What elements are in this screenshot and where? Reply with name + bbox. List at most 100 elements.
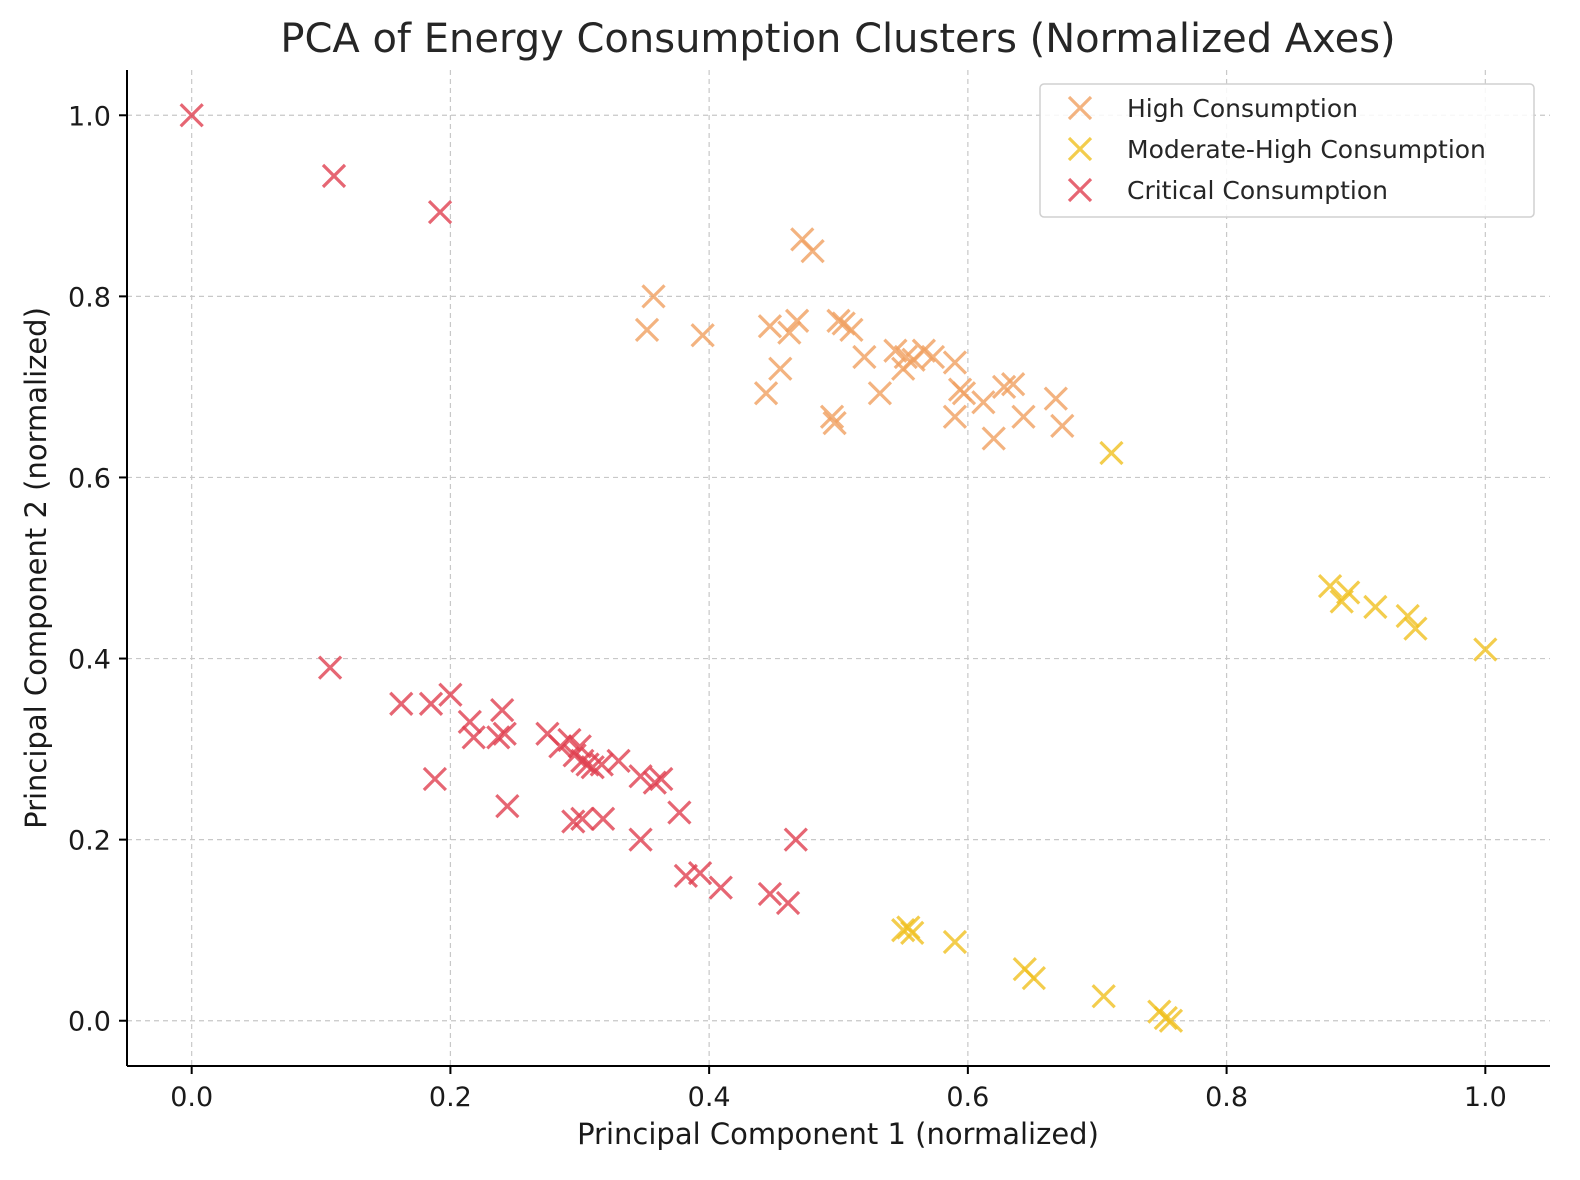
y-tick-label: 0.4 xyxy=(68,645,111,676)
data-point-x-marker xyxy=(768,356,793,381)
data-point-x-marker xyxy=(822,410,847,436)
data-point-x-marker xyxy=(1395,603,1420,629)
data-point-x-marker xyxy=(606,748,631,773)
data-point-x-marker xyxy=(580,755,605,780)
x-tick-label: 0.4 xyxy=(688,1082,731,1113)
data-point-x-marker xyxy=(642,770,667,795)
data-point-x-marker xyxy=(492,721,517,746)
axes xyxy=(126,70,1550,1067)
gridlines xyxy=(127,70,1550,1066)
data-point-x-marker xyxy=(570,806,595,831)
data-point-x-marker xyxy=(486,725,511,750)
data-point-x-marker xyxy=(438,682,463,707)
legend-label: Critical Consumption xyxy=(1127,176,1388,205)
x-tick-label: 0.6 xyxy=(946,1082,989,1113)
data-point-x-marker xyxy=(777,320,802,345)
data-point-x-marker xyxy=(1021,966,1046,991)
data-point-x-marker xyxy=(490,698,515,723)
legend-x-marker xyxy=(1067,177,1093,203)
data-point-x-marker xyxy=(321,163,347,189)
data-point-x-marker xyxy=(628,827,653,852)
data-point-x-marker xyxy=(1099,440,1124,466)
data-point-x-marker xyxy=(1317,573,1343,599)
data-point-x-marker xyxy=(708,875,733,900)
y-tick-label: 0.0 xyxy=(68,1007,111,1038)
y-tick-label: 0.6 xyxy=(68,463,111,494)
x-tick-label: 0.2 xyxy=(429,1082,472,1113)
data-point-x-marker xyxy=(783,827,808,852)
data-point-x-marker xyxy=(649,766,674,792)
data-point-x-marker xyxy=(418,691,444,716)
data-point-x-marker xyxy=(687,861,713,886)
data-point-x-marker xyxy=(1363,594,1388,620)
series-critical-consumption xyxy=(179,103,808,916)
legend-x-marker xyxy=(1067,136,1093,162)
data-point-x-marker xyxy=(1473,637,1498,662)
data-point-x-marker xyxy=(893,344,918,370)
x-tick-label: 0.0 xyxy=(170,1082,213,1113)
chart-title: PCA of Energy Consumption Clusters (Norm… xyxy=(280,16,1395,62)
data-point-x-marker xyxy=(891,918,916,943)
legend-entries: High Consumption Moderate-High Consumptio… xyxy=(1067,94,1486,205)
x-axis-title: Principal Component 1 (normalized) xyxy=(577,1117,1099,1151)
data-point-x-marker xyxy=(839,317,864,342)
data-point-x-marker xyxy=(690,323,715,348)
legend-label: Moderate-High Consumption xyxy=(1127,135,1486,164)
series-high-consumption xyxy=(634,227,1075,451)
data-point-x-marker xyxy=(867,381,893,406)
data-point-x-marker xyxy=(1043,386,1068,411)
data-point-x-marker xyxy=(317,655,343,680)
data-point-x-marker xyxy=(590,806,616,831)
data-point-x-marker xyxy=(757,314,783,339)
data-point-x-marker xyxy=(461,725,486,750)
data-point-x-marker xyxy=(673,863,698,888)
y-tick-label: 0.2 xyxy=(68,826,111,857)
data-point-x-marker xyxy=(819,404,845,429)
data-point-x-marker xyxy=(920,344,946,370)
data-point-x-marker xyxy=(389,691,414,716)
data-point-x-marker xyxy=(1011,404,1036,429)
data-point-x-marker xyxy=(775,890,801,916)
data-point-x-marker xyxy=(753,381,779,406)
data-point-x-marker xyxy=(757,881,783,907)
data-point-x-marker xyxy=(1153,1005,1178,1031)
data-point-x-marker xyxy=(422,766,448,792)
data-point-x-marker xyxy=(784,308,810,333)
x-tick-label: 1.0 xyxy=(1464,1082,1507,1113)
data-point-x-marker xyxy=(981,426,1006,451)
data-point-x-marker xyxy=(942,929,968,955)
data-point-x-marker xyxy=(971,390,996,415)
data-point-x-marker xyxy=(457,709,482,735)
data-point-x-marker xyxy=(667,800,692,825)
data-point-x-marker xyxy=(179,103,204,128)
legend: High Consumption Moderate-High Consumptio… xyxy=(1039,83,1535,218)
y-axis-title: Principal Component 2 (normalized) xyxy=(19,307,53,829)
legend-x-marker xyxy=(1067,95,1093,121)
data-point-x-marker xyxy=(427,200,453,225)
y-tick-label: 0.8 xyxy=(68,282,111,313)
x-tick-label: 0.8 xyxy=(1205,1082,1248,1113)
data-point-x-marker xyxy=(567,734,592,759)
data-point-x-marker xyxy=(826,308,851,333)
y-tick-label: 1.0 xyxy=(68,101,111,132)
data-point-x-marker xyxy=(628,764,653,789)
x-ticks: 0.0 0.2 0.4 0.6 0.8 1.0 xyxy=(170,1066,1507,1113)
legend-label: High Consumption xyxy=(1127,94,1358,123)
data-point-x-marker xyxy=(561,809,586,834)
data-point-x-marker xyxy=(942,350,968,375)
data-point-x-marker xyxy=(1001,372,1026,397)
data-point-x-marker xyxy=(1091,984,1116,1009)
data-point-x-marker xyxy=(495,794,520,819)
data-point-x-marker xyxy=(900,920,925,946)
data-point-x-marker xyxy=(641,284,666,309)
data-point-x-marker xyxy=(1158,1008,1184,1033)
data-point-x-marker xyxy=(942,404,968,429)
data-point-x-marker xyxy=(852,344,877,370)
y-ticks: 0.0 0.2 0.4 0.6 0.8 1.0 xyxy=(68,101,127,1038)
data-point-x-marker xyxy=(1050,413,1075,438)
data-point-x-marker xyxy=(1403,616,1428,641)
data-point-x-marker xyxy=(800,238,825,264)
data-point-x-marker xyxy=(1336,580,1361,605)
data-point-x-marker xyxy=(991,374,1017,400)
